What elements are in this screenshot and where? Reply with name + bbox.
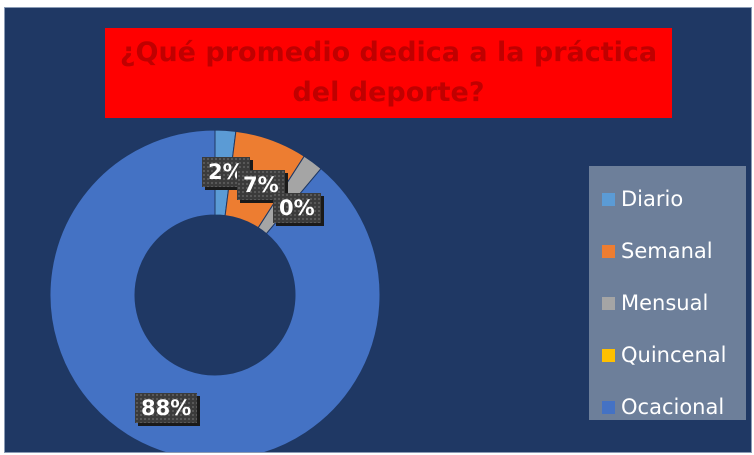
legend-item-quincenal: Quincenal <box>589 329 746 381</box>
legend-label: Quincenal <box>621 343 727 367</box>
chart-title: ¿Qué promedio dedica a la práctica del d… <box>119 37 658 108</box>
data-label-ocacional: 88% <box>135 393 198 423</box>
legend-item-semanal: Semanal <box>589 225 746 277</box>
legend-label: Mensual <box>621 291 709 315</box>
data-label-mensual: 0% <box>273 193 321 223</box>
legend-item-mensual: Mensual <box>589 277 746 329</box>
legend-swatch <box>602 296 615 310</box>
chart-area: ¿Qué promedio dedica a la práctica del d… <box>4 7 752 453</box>
legend-swatch <box>602 244 615 258</box>
legend-item-ocacional: Ocacional <box>589 381 746 433</box>
chart-title-box: ¿Qué promedio dedica a la práctica del d… <box>105 28 672 118</box>
legend-swatch <box>602 400 615 414</box>
legend-swatch <box>602 348 615 362</box>
legend-label: Semanal <box>621 239 713 263</box>
legend-item-diario: Diario <box>589 173 746 225</box>
data-label-semanal: 7% <box>237 170 285 200</box>
legend-swatch <box>602 192 615 206</box>
legend-label: Diario <box>621 187 684 211</box>
legend-label: Ocacional <box>621 395 725 419</box>
chart-legend: Diario Semanal Mensual Quincenal Ocacion… <box>589 166 746 420</box>
